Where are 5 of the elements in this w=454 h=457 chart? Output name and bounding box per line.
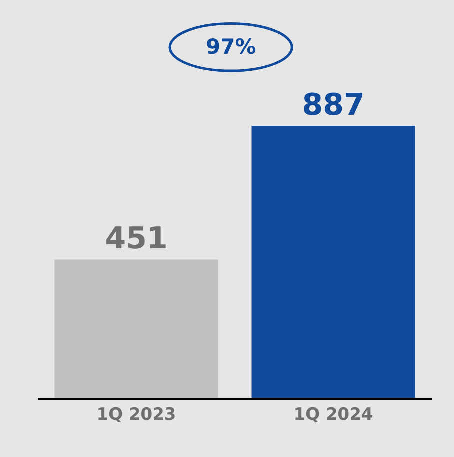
data-label: 887 — [302, 88, 365, 124]
x-tick-label: 1Q 2023 — [96, 405, 176, 426]
data-label: 451 — [105, 222, 168, 257]
text: 97% — [206, 35, 256, 59]
x-tick-label: 1Q 2024 — [294, 405, 374, 426]
